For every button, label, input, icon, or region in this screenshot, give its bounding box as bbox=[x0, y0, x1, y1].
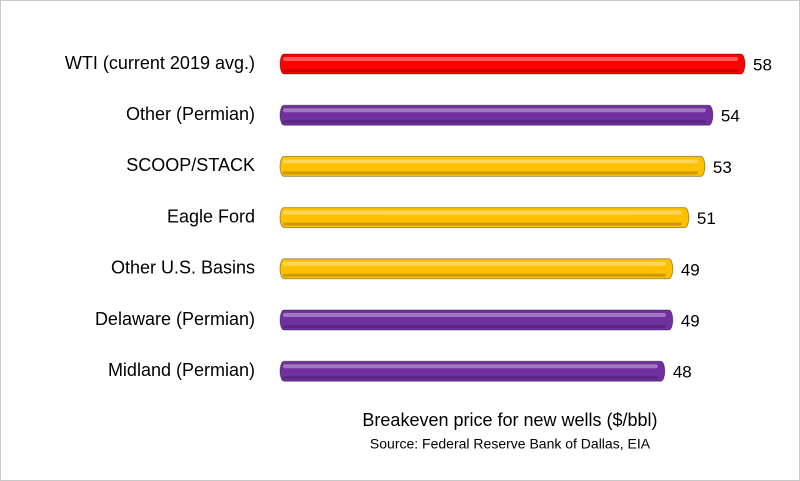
category-label: Midland (Permian) bbox=[108, 360, 255, 380]
bar bbox=[279, 155, 706, 177]
bar-shine bbox=[283, 364, 658, 369]
bar-shade bbox=[283, 273, 666, 277]
bar-shine bbox=[283, 261, 666, 266]
bar-shade bbox=[283, 376, 658, 380]
bar-shade bbox=[283, 69, 738, 72]
bar-shine bbox=[283, 108, 706, 113]
value-label: 49 bbox=[681, 260, 700, 279]
category-label: Eagle Ford bbox=[167, 206, 255, 226]
bar bbox=[279, 104, 714, 126]
value-label: 58 bbox=[753, 55, 772, 74]
bar-shine bbox=[283, 313, 666, 317]
bar-shine bbox=[283, 57, 738, 61]
category-label: SCOOP/STACK bbox=[126, 155, 255, 175]
category-label: Delaware (Permian) bbox=[95, 309, 255, 329]
bar bbox=[279, 309, 674, 331]
bar-shade bbox=[283, 120, 706, 124]
category-label: Other U.S. Basins bbox=[111, 258, 255, 278]
bar bbox=[279, 360, 666, 382]
bar-shade bbox=[283, 171, 698, 175]
value-label: 48 bbox=[673, 363, 692, 382]
bar-shine bbox=[283, 159, 698, 164]
bar-shade bbox=[283, 222, 682, 226]
value-label: 53 bbox=[713, 158, 732, 177]
value-label: 49 bbox=[681, 311, 700, 330]
source-note: Source: Federal Reserve Bank of Dallas, … bbox=[370, 436, 651, 452]
category-label: Other (Permian) bbox=[126, 104, 255, 124]
value-label: 51 bbox=[697, 209, 716, 228]
bar bbox=[279, 258, 674, 280]
bar-shade bbox=[283, 325, 666, 328]
bar bbox=[279, 53, 746, 75]
value-label: 54 bbox=[721, 107, 740, 126]
bar-shine bbox=[283, 210, 682, 215]
x-axis-label: Breakeven price for new wells ($/bbl) bbox=[362, 410, 657, 430]
category-label: WTI (current 2019 avg.) bbox=[65, 53, 255, 73]
bar bbox=[279, 207, 690, 229]
